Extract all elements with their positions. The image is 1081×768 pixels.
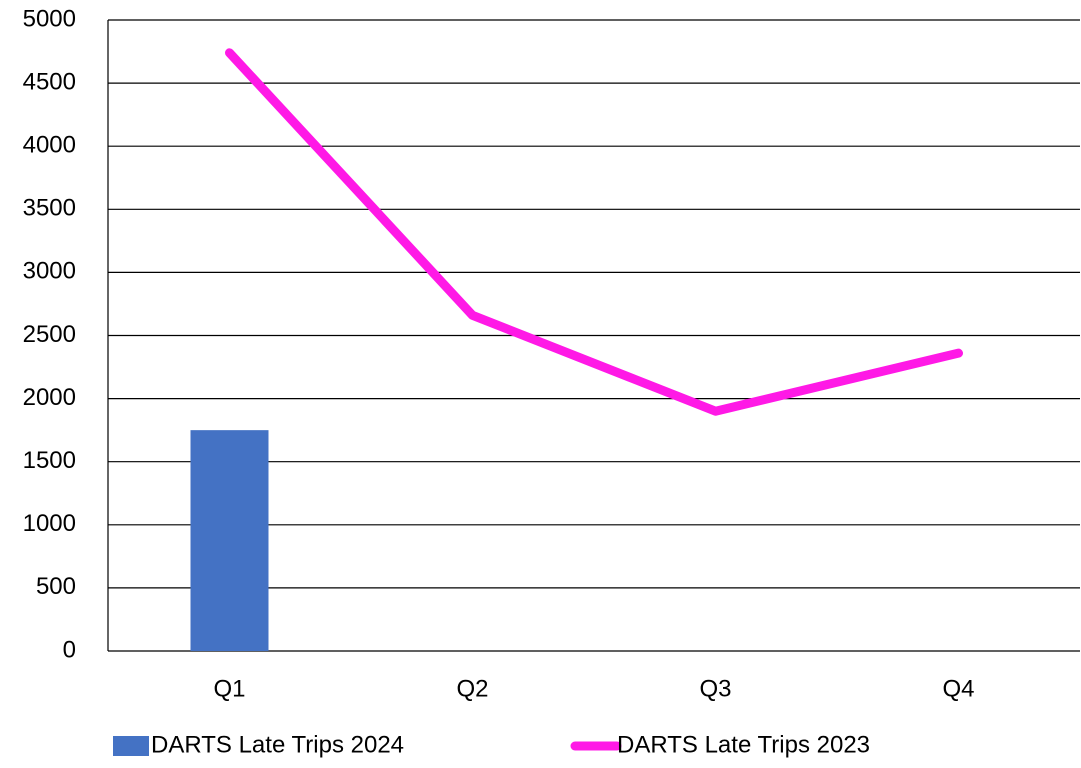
legend-swatch xyxy=(113,736,149,756)
y-tick-label: 500 xyxy=(36,573,76,600)
y-tick-label: 5000 xyxy=(23,5,76,32)
x-tick-label: Q3 xyxy=(699,675,731,702)
bar xyxy=(190,430,269,651)
x-tick-label: Q4 xyxy=(942,675,974,702)
y-tick-label: 4000 xyxy=(23,132,76,159)
y-tick-label: 0 xyxy=(63,636,76,663)
legend-label: DARTS Late Trips 2024 xyxy=(151,731,404,758)
y-tick-label: 2500 xyxy=(23,321,76,348)
y-tick-label: 3000 xyxy=(23,258,76,285)
y-tick-label: 3500 xyxy=(23,195,76,222)
y-tick-label: 4500 xyxy=(23,68,76,95)
line xyxy=(225,48,963,416)
y-tick-label: 1000 xyxy=(23,510,76,537)
legend-label: DARTS Late Trips 2023 xyxy=(617,731,870,758)
x-tick-label: Q2 xyxy=(456,675,488,702)
y-tick-label: 1500 xyxy=(23,447,76,474)
y-tick-label: 2000 xyxy=(23,384,76,411)
x-tick-label: Q1 xyxy=(213,675,245,702)
